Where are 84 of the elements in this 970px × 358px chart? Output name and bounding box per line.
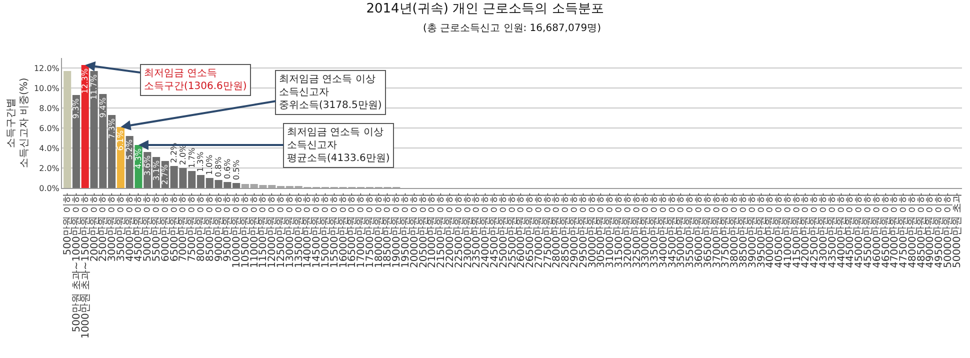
x-tick-label: 34500만원 이하 xyxy=(667,193,678,268)
x-tick-label: 6500만원 이하 xyxy=(169,193,180,262)
data-label: 5.2% xyxy=(125,139,134,160)
x-tick-label: 45500만원 이하 xyxy=(862,193,874,268)
x-tick-label: 13500만원 이하 xyxy=(294,193,305,268)
x-tick-label: 8000만원 이하 xyxy=(196,193,207,262)
annotation: 최저임금 연소득 이상 소득신고자 중위소득(3178.5만원) xyxy=(279,74,382,111)
x-tick-label: 9000만원 이하 xyxy=(214,193,225,262)
x-tick-label: 43500만원 이하 xyxy=(827,193,838,268)
x-tick-label: 34000만원 이하 xyxy=(658,193,670,268)
x-tick-label: 32000만원 이하 xyxy=(622,193,634,268)
y-tick-label: 6.0% xyxy=(39,124,60,133)
x-tick-label: 44000만원 이하 xyxy=(836,193,848,268)
x-tick-label: 32500만원 이하 xyxy=(632,193,643,268)
x-tick-label: 39500만원 이하 xyxy=(756,193,768,268)
x-tick-label: 17500만원 이하 xyxy=(364,193,376,268)
x-tick-label: 10500만원 이하 xyxy=(240,193,252,268)
data-label: 0.6% xyxy=(222,158,232,179)
data-label: 1.7% xyxy=(187,147,196,168)
data-label: 7.3% xyxy=(107,118,116,139)
bar xyxy=(72,95,80,188)
data-label: 9.4% xyxy=(98,97,108,118)
y-tick-label: 4.0% xyxy=(39,144,60,153)
x-tick-label: 15500만원 이하 xyxy=(329,193,340,268)
x-tick-label: 11000만원 이하 xyxy=(249,193,260,268)
x-tick-label: 22000만원 이하 xyxy=(445,193,456,268)
y-tick-label: 0.0% xyxy=(39,184,60,193)
x-tick-label: 13000만원 이하 xyxy=(284,193,296,268)
x-tick-label: 46000만원 이하 xyxy=(872,193,883,268)
x-tick-label: 6000만원 이하 xyxy=(160,193,172,262)
x-tick-label: 39000만원 이하 xyxy=(747,193,758,268)
x-tick-label: 15000만원 이하 xyxy=(320,193,332,268)
x-tick-label: 16000만원 이하 xyxy=(338,193,350,268)
x-tick-label: 50000만원 초과 xyxy=(952,193,963,268)
x-tick-label: 18000만원 이하 xyxy=(374,193,385,268)
x-tick-label: 2000만원 이하 xyxy=(89,193,100,262)
y-tick-label: 2.0% xyxy=(39,164,60,173)
x-tick-label: 38500만원 이하 xyxy=(738,193,750,268)
y-tick-label: 8.0% xyxy=(39,104,60,113)
x-tick-label: 500만원 초과~1000만원 이하 xyxy=(71,193,82,332)
data-label: 1.0% xyxy=(205,154,214,175)
x-tick-label: 48500만원 이하 xyxy=(916,193,928,268)
data-label: 11.7% xyxy=(90,74,99,100)
chart-title: 2014년(귀속) 개인 근로소득의 소득분포 xyxy=(366,2,604,17)
x-tick-label: 27500만원 이하 xyxy=(542,193,554,268)
chart-subtitle: (총 근로소득신고 인원: 16,687,079명) xyxy=(423,23,602,34)
data-label: 0.8% xyxy=(214,156,224,177)
x-tick-label: 22500만원 이하 xyxy=(454,193,465,268)
x-tick-label: 27000만원 이하 xyxy=(534,193,545,268)
x-tick-label: 23000만원 이하 xyxy=(462,193,474,268)
x-tick-label: 4000만원 이하 xyxy=(124,193,136,262)
x-tick-label: 1000만원 초과~1500만원 이하 xyxy=(80,193,92,339)
data-label: 12.3% xyxy=(80,68,90,94)
x-tick-label: 29000만원 이하 xyxy=(570,193,580,268)
x-tick-label: 8500만원 이하 xyxy=(204,193,216,262)
x-tick-label: 3500만원 이하 xyxy=(116,193,127,262)
data-label: 3.1% xyxy=(152,160,161,181)
annotation: 최저임금 연소득 소득구간(1306.6만원) xyxy=(144,68,247,92)
data-label: 6.1% xyxy=(116,130,126,151)
data-label: 9.3% xyxy=(72,98,81,119)
data-label: 0.5% xyxy=(232,159,241,180)
x-tick-label: 48000만원 이하 xyxy=(907,193,918,268)
data-label: 2.7% xyxy=(160,164,170,185)
x-tick-label: 36500만원 이하 xyxy=(702,193,714,268)
bar xyxy=(64,71,72,188)
x-tick-label: 46500만원 이하 xyxy=(880,193,892,268)
x-tick-label: 25000만원 이하 xyxy=(498,193,510,268)
y-axis-title: 소득구간별 소득신고자 비중(%) xyxy=(6,78,30,168)
x-tick-label: 41500만원 이하 xyxy=(792,193,803,268)
data-label: 3.6% xyxy=(142,155,152,176)
x-tick-label: 20500만원 이하 xyxy=(418,193,430,268)
x-tick-label: 41000만원 이하 xyxy=(782,193,794,268)
data-label: 4.3% xyxy=(134,148,143,169)
x-tick-label: 24500만원 이하 xyxy=(489,193,500,268)
y-tick-label: 10.0% xyxy=(34,84,60,93)
x-tick-label: 20000만원 이하 xyxy=(409,193,420,268)
x-tick-label: 25500만원 이하 xyxy=(507,193,518,268)
x-tick-label: 37000만원 이하 xyxy=(712,193,723,268)
x-tick-label: 29500만원 이하 xyxy=(578,193,590,268)
y-tick-label: 12.0% xyxy=(34,64,60,73)
data-label: 1.3% xyxy=(196,151,206,172)
x-tick-label: 30000만원 이하 xyxy=(587,193,598,268)
x-tick-label: 31500만원 이하 xyxy=(614,193,625,268)
annotation: 최저임금 연소득 이상 소득신고자 평균소득(4133.6만원) xyxy=(287,127,390,164)
